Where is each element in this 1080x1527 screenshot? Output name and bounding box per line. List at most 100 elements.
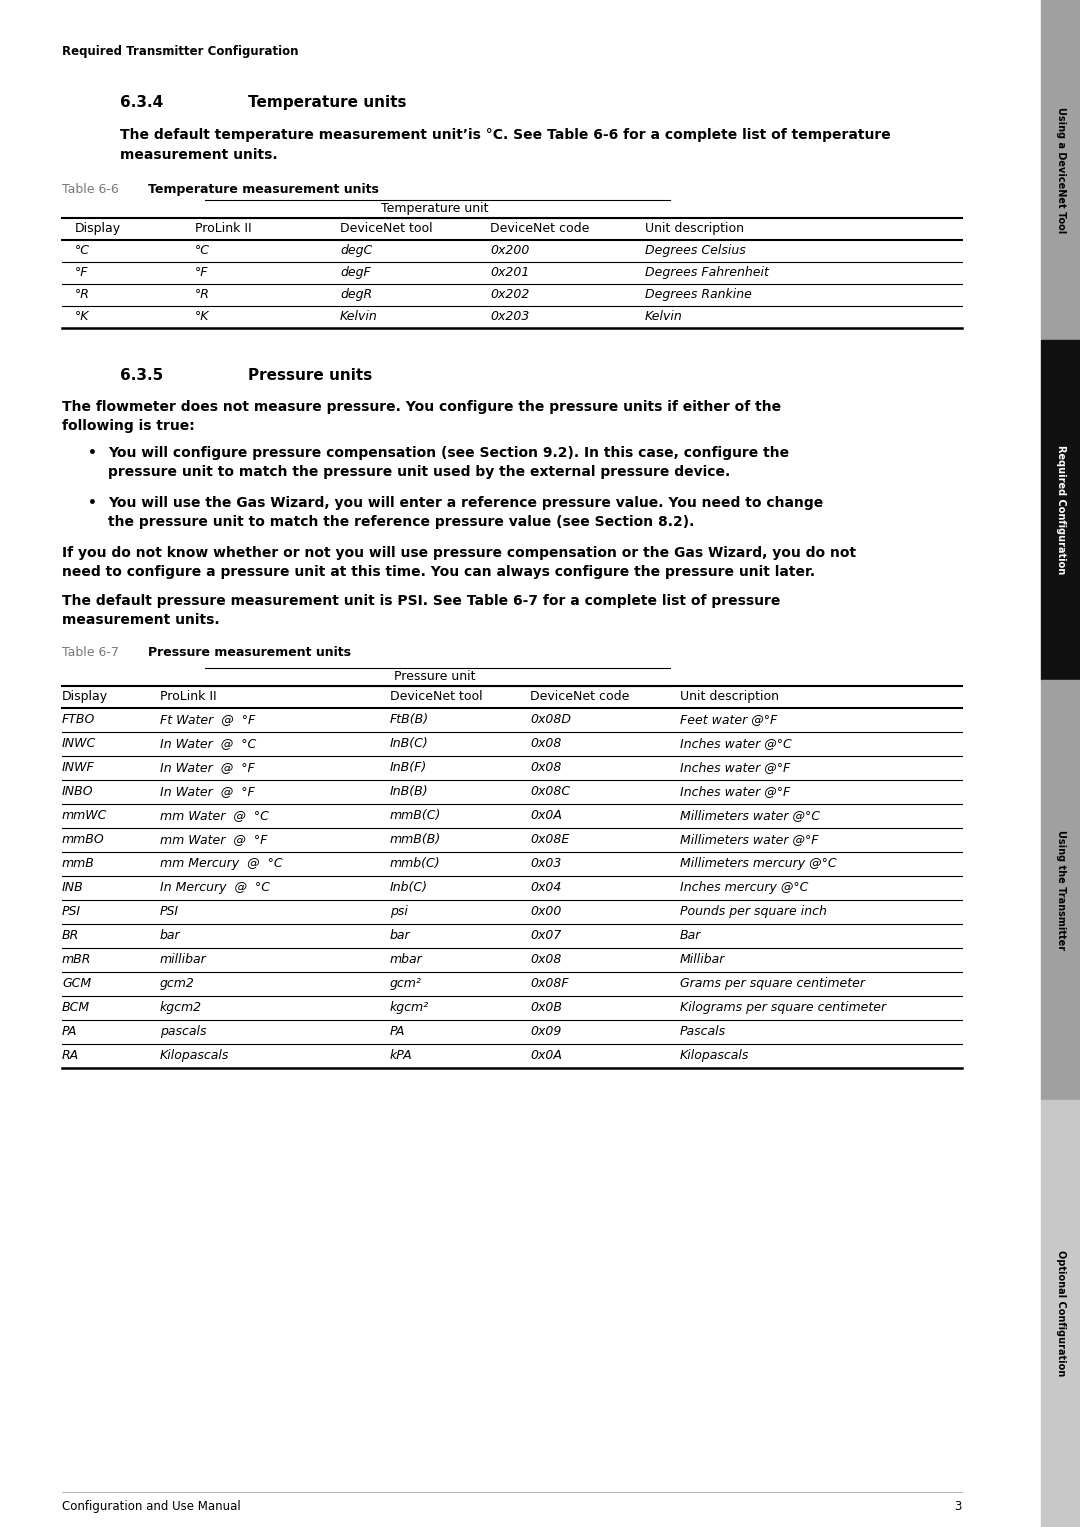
- Text: Inches water @°F: Inches water @°F: [680, 760, 791, 774]
- Bar: [1041, 680, 1080, 1099]
- Text: In Water  @  °F: In Water @ °F: [160, 760, 255, 774]
- Text: Using the Transmitter: Using the Transmitter: [1055, 831, 1066, 950]
- Text: bar: bar: [160, 928, 180, 942]
- Text: Degrees Fahrenheit: Degrees Fahrenheit: [645, 266, 769, 279]
- Text: °K: °K: [195, 310, 210, 324]
- Text: If you do not know whether or not you will use pressure compensation or the Gas : If you do not know whether or not you wi…: [62, 547, 856, 560]
- Text: bar: bar: [390, 928, 410, 942]
- Text: millibar: millibar: [160, 953, 206, 967]
- Text: Kilograms per square centimeter: Kilograms per square centimeter: [680, 1002, 886, 1014]
- Text: In Water  @  °F: In Water @ °F: [160, 785, 255, 799]
- Text: Display: Display: [75, 221, 121, 235]
- Text: FtB(B): FtB(B): [390, 713, 429, 725]
- Text: mmb(C): mmb(C): [390, 857, 441, 870]
- Text: 0x201: 0x201: [490, 266, 529, 279]
- Text: 0x203: 0x203: [490, 310, 529, 324]
- Text: Display: Display: [62, 690, 108, 702]
- Text: mmB(C): mmB(C): [390, 809, 442, 822]
- Text: 0x07: 0x07: [530, 928, 562, 942]
- Text: 6.3.4: 6.3.4: [120, 95, 163, 110]
- Text: mm Water  @  °F: mm Water @ °F: [160, 834, 268, 846]
- Text: degF: degF: [340, 266, 370, 279]
- Text: Kelvin: Kelvin: [645, 310, 683, 324]
- Text: Required Configuration: Required Configuration: [1055, 446, 1066, 574]
- Text: Pounds per square inch: Pounds per square inch: [680, 906, 827, 918]
- Text: ProLink II: ProLink II: [195, 221, 252, 235]
- Text: Millimeters water @°C: Millimeters water @°C: [680, 809, 820, 822]
- Text: The flowmeter does not measure pressure. You configure the pressure units if eit: The flowmeter does not measure pressure.…: [62, 400, 781, 414]
- Bar: [1041, 341, 1080, 680]
- Text: BCM: BCM: [62, 1002, 90, 1014]
- Text: degR: degR: [340, 289, 373, 301]
- Text: Table 6-6: Table 6-6: [62, 183, 119, 195]
- Text: kgcm²: kgcm²: [390, 1002, 429, 1014]
- Text: FTBO: FTBO: [62, 713, 95, 725]
- Text: 0x09: 0x09: [530, 1025, 562, 1038]
- Text: mmWC: mmWC: [62, 809, 107, 822]
- Text: 0x0A: 0x0A: [530, 809, 562, 822]
- Text: Kilopascals: Kilopascals: [160, 1049, 229, 1061]
- Text: Table 6-7: Table 6-7: [62, 646, 119, 660]
- Text: mmBO: mmBO: [62, 834, 105, 846]
- Text: Inb(C): Inb(C): [390, 881, 428, 893]
- Text: mm Mercury  @  °C: mm Mercury @ °C: [160, 857, 283, 870]
- Text: 0x0A: 0x0A: [530, 1049, 562, 1061]
- Text: Required Transmitter Configuration: Required Transmitter Configuration: [62, 44, 298, 58]
- Text: In Water  @  °C: In Water @ °C: [160, 738, 256, 750]
- Text: mmB: mmB: [62, 857, 95, 870]
- Text: Millimeters water @°F: Millimeters water @°F: [680, 834, 819, 846]
- Text: 0x08E: 0x08E: [530, 834, 569, 846]
- Text: Bar: Bar: [680, 928, 701, 942]
- Text: 0x04: 0x04: [530, 881, 562, 893]
- Text: Configuration and Use Manual: Configuration and Use Manual: [62, 1500, 241, 1513]
- Text: GCM: GCM: [62, 977, 91, 989]
- Text: •: •: [87, 496, 97, 510]
- Text: DeviceNet code: DeviceNet code: [490, 221, 590, 235]
- Text: Using a DeviceNet Tool: Using a DeviceNet Tool: [1055, 107, 1066, 234]
- Text: Unit description: Unit description: [680, 690, 779, 702]
- Text: 0x08: 0x08: [530, 738, 562, 750]
- Text: 0x200: 0x200: [490, 244, 529, 257]
- Text: The default temperature measurement unit’is °C. See Table 6-6 for a complete lis: The default temperature measurement unit…: [120, 128, 891, 142]
- Text: °K: °K: [75, 310, 90, 324]
- Text: InB(C): InB(C): [390, 738, 429, 750]
- Text: 0x08C: 0x08C: [530, 785, 570, 799]
- Text: mBR: mBR: [62, 953, 92, 967]
- Text: Unit description: Unit description: [645, 221, 744, 235]
- Text: kPA: kPA: [390, 1049, 413, 1061]
- Text: °C: °C: [75, 244, 90, 257]
- Text: Millibar: Millibar: [680, 953, 726, 967]
- Text: DeviceNet tool: DeviceNet tool: [390, 690, 483, 702]
- Text: 0x08F: 0x08F: [530, 977, 569, 989]
- Text: Inches mercury @°C: Inches mercury @°C: [680, 881, 808, 893]
- Text: 0x08: 0x08: [530, 760, 562, 774]
- Text: gcm²: gcm²: [390, 977, 422, 989]
- Text: 0x202: 0x202: [490, 289, 529, 301]
- Text: In Mercury  @  °C: In Mercury @ °C: [160, 881, 270, 893]
- Text: PA: PA: [62, 1025, 78, 1038]
- Text: 6.3.5: 6.3.5: [120, 368, 163, 383]
- Text: PSI: PSI: [62, 906, 81, 918]
- Text: You will configure pressure compensation (see Section 9.2). In this case, config: You will configure pressure compensation…: [108, 446, 789, 460]
- Text: Degrees Celsius: Degrees Celsius: [645, 244, 746, 257]
- Text: InB(B): InB(B): [390, 785, 429, 799]
- Text: Ft Water  @  °F: Ft Water @ °F: [160, 713, 255, 725]
- Text: psi: psi: [390, 906, 408, 918]
- Text: Millimeters mercury @°C: Millimeters mercury @°C: [680, 857, 837, 870]
- Text: InB(F): InB(F): [390, 760, 428, 774]
- Text: need to configure a pressure unit at this time. You can always configure the pre: need to configure a pressure unit at thi…: [62, 565, 815, 579]
- Text: Temperature units: Temperature units: [248, 95, 406, 110]
- Text: the pressure unit to match the reference pressure value (see Section 8.2).: the pressure unit to match the reference…: [108, 515, 694, 528]
- Text: Pascals: Pascals: [680, 1025, 726, 1038]
- Text: DeviceNet code: DeviceNet code: [530, 690, 630, 702]
- Text: DeviceNet tool: DeviceNet tool: [340, 221, 433, 235]
- Text: °R: °R: [195, 289, 210, 301]
- Text: ProLink II: ProLink II: [160, 690, 217, 702]
- Text: PA: PA: [390, 1025, 405, 1038]
- Text: mbar: mbar: [390, 953, 422, 967]
- Text: pascals: pascals: [160, 1025, 206, 1038]
- Text: Pressure unit: Pressure unit: [394, 670, 476, 683]
- Text: measurement units.: measurement units.: [62, 612, 219, 628]
- Text: Inches water @°C: Inches water @°C: [680, 738, 792, 750]
- Text: following is true:: following is true:: [62, 418, 194, 434]
